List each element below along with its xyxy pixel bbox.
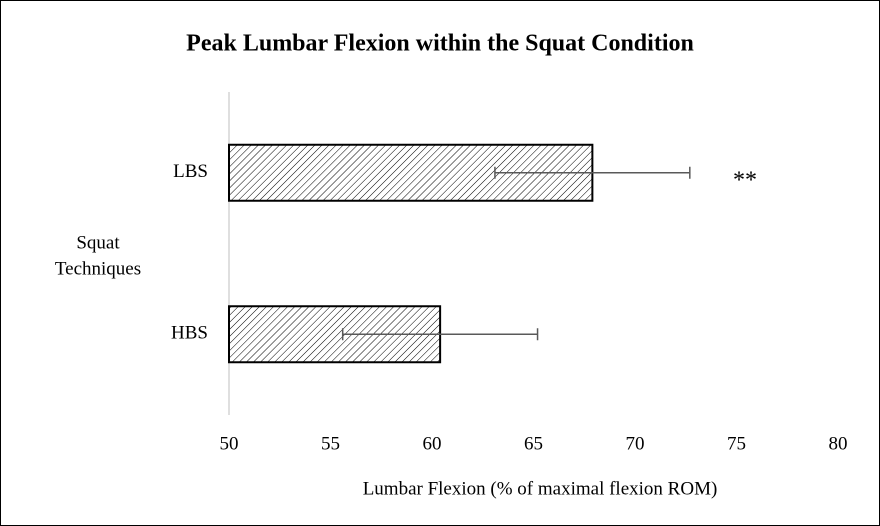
y-tick-label: LBS [173, 161, 208, 182]
x-tick-label: 60 [423, 433, 442, 454]
x-tick-label: 50 [220, 433, 239, 454]
x-tick-label: 75 [727, 433, 746, 454]
x-tick-label: 55 [321, 433, 340, 454]
x-tick-label: 65 [524, 433, 543, 454]
x-tick-label: 70 [626, 433, 645, 454]
y-axis-label: Techniques [55, 258, 141, 279]
chart-title: Peak Lumbar Flexion within the Squat Con… [186, 31, 694, 57]
annotation: ** [733, 168, 757, 194]
x-axis-label: Lumbar Flexion (% of maximal flexion ROM… [363, 478, 718, 499]
y-axis-label: Squat [76, 232, 120, 253]
x-tick-label: 80 [829, 433, 848, 454]
y-tick-label: HBS [171, 323, 208, 344]
error-bar [341, 328, 539, 341]
error-bar [494, 166, 691, 179]
